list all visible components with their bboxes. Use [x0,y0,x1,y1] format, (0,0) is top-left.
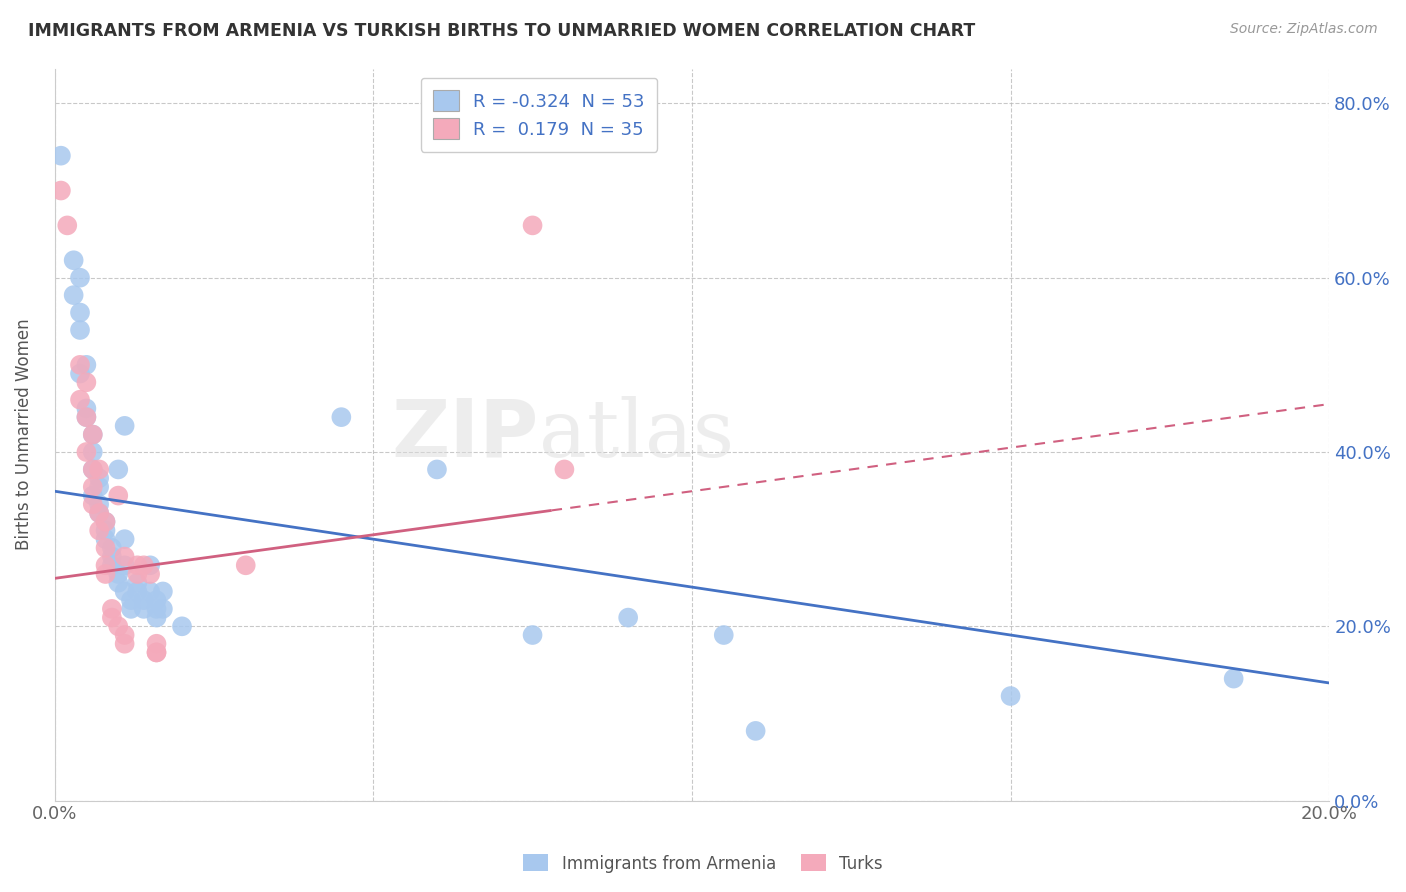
Point [62,253,84,268]
Point [107,462,129,476]
Point [89,480,111,494]
Point [1222,672,1244,686]
Point [145,593,167,607]
Point [127,558,149,573]
Point [139,567,162,582]
Point [101,549,124,564]
Point [127,584,149,599]
Point [145,645,167,659]
Point [101,610,124,624]
Point [69,305,91,319]
Point [89,497,111,511]
Point [114,584,136,599]
Point [152,584,174,599]
Point [744,723,766,738]
Point [69,270,91,285]
Point [145,645,167,659]
Point [132,593,155,607]
Point [82,427,104,442]
Point [69,358,91,372]
Point [69,323,91,337]
Point [145,602,167,616]
Point [82,497,104,511]
Point [75,445,97,459]
Point [330,410,353,425]
Point [127,567,149,582]
Point [114,549,136,564]
Point [82,480,104,494]
Point [89,471,111,485]
Point [49,149,72,163]
Point [56,219,79,233]
Point [82,489,104,503]
Point [522,219,544,233]
Point [101,602,124,616]
Point [120,602,142,616]
Point [89,462,111,476]
Point [120,593,142,607]
Point [49,184,72,198]
Point [82,462,104,476]
Point [94,515,117,529]
Point [94,532,117,546]
Point [114,532,136,546]
Point [127,575,149,590]
Legend: Immigrants from Armenia, Turks: Immigrants from Armenia, Turks [516,847,890,880]
Point [522,628,544,642]
Text: IMMIGRANTS FROM ARMENIA VS TURKISH BIRTHS TO UNMARRIED WOMEN CORRELATION CHART: IMMIGRANTS FROM ARMENIA VS TURKISH BIRTH… [28,22,976,40]
Point [426,462,449,476]
Point [75,410,97,425]
Point [82,445,104,459]
Point [139,584,162,599]
Point [553,462,575,476]
Point [94,567,117,582]
Point [617,610,640,624]
Point [132,602,155,616]
Point [145,637,167,651]
Point [82,462,104,476]
Y-axis label: Births to Unmarried Women: Births to Unmarried Women [15,318,32,550]
Text: ZIP: ZIP [392,395,538,474]
Point [75,410,97,425]
Point [114,558,136,573]
Point [145,610,167,624]
Point [114,637,136,651]
Point [107,619,129,633]
Point [89,506,111,520]
Point [713,628,735,642]
Point [69,367,91,381]
Text: atlas: atlas [538,395,734,474]
Point [114,628,136,642]
Point [107,489,129,503]
Point [94,558,117,573]
Point [69,392,91,407]
Point [75,376,97,390]
Point [75,401,97,416]
Point [235,558,257,573]
Point [101,558,124,573]
Point [132,558,155,573]
Point [114,418,136,433]
Point [94,515,117,529]
Point [152,602,174,616]
Point [89,524,111,538]
Point [1000,689,1022,703]
Point [94,541,117,555]
Point [107,575,129,590]
Point [82,427,104,442]
Text: Source: ZipAtlas.com: Source: ZipAtlas.com [1230,22,1378,37]
Point [139,558,162,573]
Point [75,358,97,372]
Point [170,619,193,633]
Point [94,524,117,538]
Point [89,506,111,520]
Point [107,567,129,582]
Point [101,541,124,555]
Legend: R = -0.324  N = 53, R =  0.179  N = 35: R = -0.324 N = 53, R = 0.179 N = 35 [420,78,657,152]
Point [62,288,84,302]
